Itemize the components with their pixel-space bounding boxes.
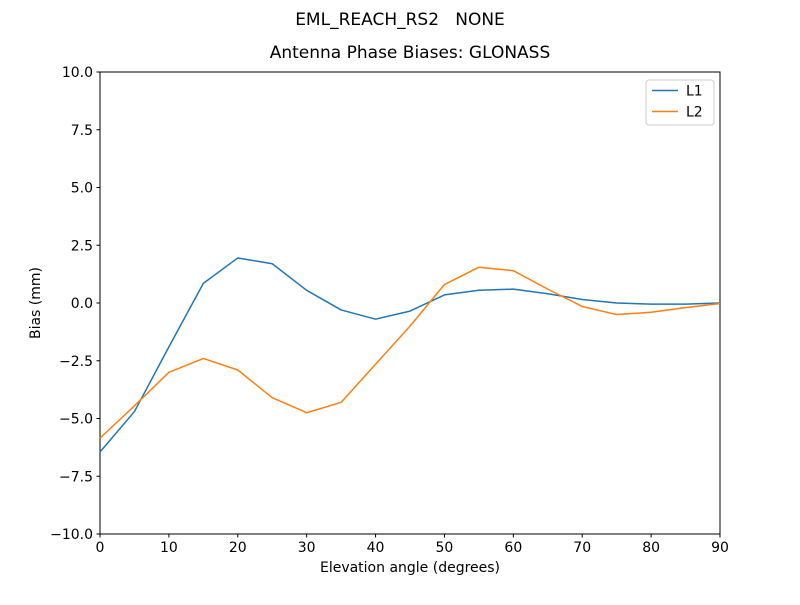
y-tick-label: −5.0 — [59, 412, 93, 428]
x-tick-label: 20 — [229, 540, 247, 556]
figure-title: EML_REACH_RS2 NONE — [295, 10, 505, 30]
ticks-layer: 0 10 20 30 40 50 60 70 80 90 −10.0 −7.5 −5.0 −2.5 0.0 2… — [50, 65, 729, 556]
y-tick-label: −7.5 — [59, 469, 93, 485]
x-tick-label: 60 — [504, 540, 522, 556]
series-line-l1 — [99, 257, 721, 453]
y-tick-label: 5.0 — [71, 181, 93, 197]
series-line-l2 — [99, 266, 721, 439]
x-tick-label: 80 — [642, 540, 660, 556]
x-tick-label: 50 — [436, 540, 454, 556]
x-tick-label: 70 — [573, 540, 591, 556]
y-tick-label: −2.5 — [59, 354, 93, 370]
y-tick-label: 10.0 — [62, 65, 93, 81]
x-tick-label: 30 — [298, 540, 316, 556]
axes-title: Antenna Phase Biases: GLONASS — [270, 43, 551, 63]
y-tick-label: −10.0 — [50, 527, 93, 543]
y-tick-label: 7.5 — [71, 123, 93, 139]
legend: L1 L2 — [645, 79, 715, 126]
y-tick-label: 2.5 — [71, 238, 93, 254]
legend-label-l2: L2 — [686, 105, 703, 121]
series-layer — [99, 257, 721, 453]
legend-label-l1: L1 — [686, 84, 703, 100]
x-tick-label: 0 — [96, 540, 105, 556]
x-tick-label: 10 — [160, 540, 178, 556]
x-tick-label: 90 — [711, 540, 729, 556]
y-tick-label: 0.0 — [71, 296, 93, 312]
legend-box — [645, 79, 715, 126]
y-axis-label: Bias (mm) — [28, 267, 44, 339]
x-tick-label: 40 — [367, 540, 385, 556]
x-axis-label: Elevation angle (degrees) — [320, 560, 500, 576]
